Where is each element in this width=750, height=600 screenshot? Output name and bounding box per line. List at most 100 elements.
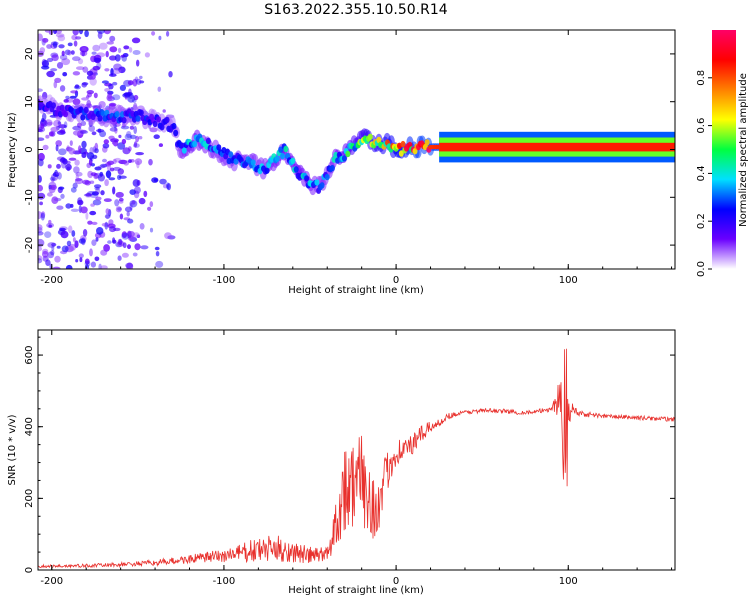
heatmap-noise-cell bbox=[60, 128, 66, 135]
heatmap-ridge-cell bbox=[345, 150, 351, 158]
heatmap-noise-cell bbox=[123, 45, 130, 50]
heatmap-noise-cell bbox=[68, 147, 76, 155]
heatmap-noise-cell bbox=[65, 95, 70, 100]
heatmap-noise-cell bbox=[47, 251, 55, 259]
heatmap-noise-cell bbox=[38, 33, 43, 42]
heatmap-noise-cell bbox=[158, 35, 162, 41]
heatmap-noise-cell bbox=[113, 166, 121, 171]
heatmap-noise-cell bbox=[70, 50, 75, 55]
colorbar-gradient bbox=[712, 30, 736, 269]
heatmap-ridge-cell bbox=[173, 129, 179, 137]
heatmap-noise-cell bbox=[38, 211, 43, 220]
heatmap-noise-cell bbox=[99, 130, 107, 138]
heatmap-noise-cell bbox=[38, 175, 42, 183]
heatmap-noise-cell bbox=[67, 42, 73, 47]
colorbar: 0.0 0.2 0.4 0.6 0.8 Normalized spectral ampl… bbox=[696, 30, 749, 277]
heatmap-ridge-cell bbox=[138, 109, 144, 117]
heatmap-noise-cell bbox=[73, 40, 78, 47]
heatmap-noise-cell bbox=[42, 250, 49, 258]
heatmap-ridge-cell bbox=[83, 106, 89, 114]
heatmap-noise-cell bbox=[90, 261, 96, 268]
heatmap-noise-cell bbox=[54, 255, 61, 263]
heatmap-noise-cell bbox=[38, 224, 43, 231]
heatmap-noise-cell bbox=[41, 65, 50, 70]
heatmap-noise-cell bbox=[127, 146, 132, 152]
heatmap-noise-cell bbox=[133, 186, 141, 194]
heatmap-noise-cell bbox=[127, 218, 134, 224]
heatmap-ridge-cell bbox=[121, 117, 127, 124]
heatmap-noise-cell bbox=[71, 34, 78, 41]
heatmap-noise-cell bbox=[39, 201, 43, 206]
heatmap-noise-cell bbox=[42, 144, 49, 151]
heatmap-noise-cell bbox=[59, 85, 66, 92]
heatmap-noise-cell bbox=[99, 42, 108, 50]
heatmap-noise-cell bbox=[46, 44, 53, 49]
heatmap-noise-cell bbox=[138, 197, 146, 205]
heatmap-noise-cell bbox=[105, 213, 110, 220]
heatmap-noise-cell bbox=[95, 196, 102, 201]
heatmap-noise-cell bbox=[103, 198, 112, 203]
heatmap-noise-cell bbox=[56, 245, 61, 249]
heatmap-noise-cell bbox=[135, 135, 140, 143]
heatmap-noise-cell bbox=[56, 163, 61, 169]
figure-title: S163.2022.355.10.50.R14 bbox=[264, 2, 447, 18]
heatmap-noise-cell bbox=[121, 54, 127, 62]
heatmap-x-axis: -200 -100 0 100 bbox=[40, 30, 673, 286]
heatmap-noise-cell bbox=[148, 158, 153, 166]
heatmap-noise-cell bbox=[63, 99, 69, 103]
heatmap-noise-cell bbox=[38, 184, 43, 192]
heatmap-noise-cell bbox=[73, 166, 80, 174]
heatmap-noise-cell bbox=[51, 242, 57, 247]
heatmap-noise-cell bbox=[89, 210, 97, 216]
heatmap-noise-cell bbox=[38, 246, 43, 252]
heatmap-noise-cell bbox=[101, 80, 109, 84]
heatmap-noise-cell bbox=[87, 220, 93, 225]
heatmap-noise-cell bbox=[157, 86, 162, 92]
heatmap-noise-cell bbox=[61, 58, 71, 66]
heatmap-noise-cell bbox=[166, 183, 171, 191]
heatmap-noise-cell bbox=[108, 83, 114, 90]
heatmap-noise-cell bbox=[38, 158, 44, 167]
heatmap-noise-cell bbox=[100, 163, 108, 168]
heatmap-noise-cell bbox=[162, 109, 166, 113]
heatmap-ridge-cell bbox=[250, 159, 256, 166]
heatmap-noise-cell bbox=[61, 50, 65, 57]
colorbar-tick-label: 0.8 bbox=[696, 70, 707, 86]
heatmap-noise-cell bbox=[40, 212, 45, 221]
heatmap-ridge-cell bbox=[114, 111, 120, 118]
heatmap-ridge-cell bbox=[367, 133, 373, 140]
heatmap-noise-cell bbox=[38, 255, 43, 261]
heatmap-noise-cell bbox=[81, 82, 89, 86]
heatmap-noise-cell bbox=[114, 199, 120, 207]
heatmap-noise-cell bbox=[38, 231, 44, 236]
heatmap-noise-cell bbox=[135, 152, 145, 156]
heatmap-noise-cell bbox=[38, 88, 43, 92]
heatmap-noise-cell bbox=[85, 193, 92, 197]
heatmap-noise-cell bbox=[49, 176, 56, 181]
heatmap-noise-cell bbox=[61, 245, 69, 253]
heatmap-noise-cell bbox=[108, 135, 115, 140]
heatmap-noise-cell bbox=[134, 158, 143, 166]
heatmap-ridge-cell bbox=[192, 140, 198, 148]
heatmap-noise-cell bbox=[95, 237, 99, 242]
heatmap-ridge-cell bbox=[324, 173, 330, 181]
heatmap-noise-cell bbox=[40, 123, 45, 130]
heatmap-noise-cell bbox=[117, 207, 122, 211]
snr-frame bbox=[37, 329, 676, 571]
heatmap-noise-cell bbox=[98, 101, 106, 108]
heatmap-y-tick-label: -10 bbox=[24, 189, 35, 205]
heatmap-noise-cell bbox=[87, 92, 92, 98]
heatmap-noise-cell bbox=[132, 232, 140, 238]
heatmap-noise-cell bbox=[88, 125, 95, 132]
heatmap-noise-cell bbox=[104, 221, 109, 230]
heatmap-noise-cell bbox=[111, 141, 116, 145]
heatmap-noise-cell bbox=[38, 238, 45, 247]
heatmap-noise-cell bbox=[154, 246, 160, 251]
heatmap-noise-cell bbox=[103, 139, 110, 145]
heatmap-noise-cell bbox=[140, 245, 149, 250]
heatmap-noise-cell bbox=[121, 252, 129, 258]
heatmap-noise-cell bbox=[88, 158, 93, 166]
heatmap-noise-cell bbox=[51, 196, 59, 204]
heatmap-noise-cell bbox=[81, 140, 87, 149]
